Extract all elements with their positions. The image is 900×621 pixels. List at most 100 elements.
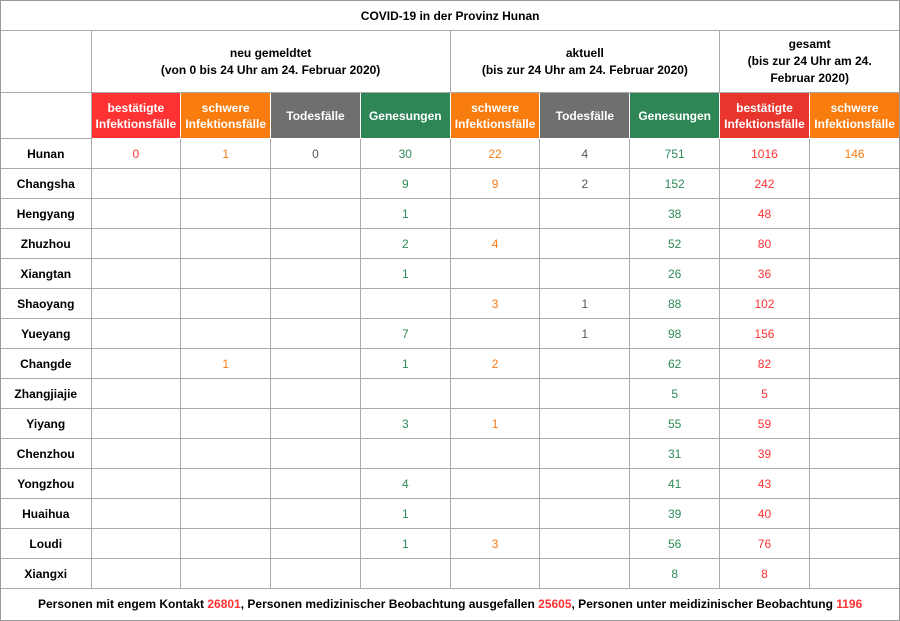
table-cell: 59: [719, 408, 810, 439]
table-cell: 0: [90, 138, 182, 169]
table-cell: 102: [719, 288, 810, 319]
region-name: Yueyang: [1, 318, 92, 349]
table-row: Zhuzhou 2 4 52 80: [1, 228, 899, 259]
table-cell: 2: [539, 168, 631, 199]
table-cell: 1: [359, 348, 451, 379]
region-name: Loudi: [1, 528, 92, 559]
table-cell: [808, 168, 899, 199]
region-name: Xiangxi: [1, 558, 92, 589]
footer-text: Personen mit engem Kontakt: [37, 597, 208, 611]
region-name: Changsha: [1, 168, 92, 199]
table-cell: 98: [629, 318, 721, 349]
table-cell: 3: [359, 408, 451, 439]
table-cell: 4: [359, 468, 451, 499]
table-cell: 5: [719, 378, 810, 409]
footer-summary: Personen mit engem Kontakt 26801 , Person…: [1, 588, 899, 619]
region-name: Huaihua: [1, 498, 92, 529]
table-cell: [539, 258, 631, 289]
table-cell: [270, 528, 361, 559]
table-cell: [808, 228, 899, 259]
table-row: Hunan 0 1 0 30 22 4 751 1016 146: [1, 138, 899, 169]
group-sub: (bis zur 24 Uhr am 24. Februar 2020): [747, 54, 872, 85]
region-name: Hengyang: [1, 198, 92, 229]
table-cell: [539, 498, 631, 529]
region-name: Shaoyang: [1, 288, 92, 319]
table-cell: 1: [449, 408, 541, 439]
region-name: Yiyang: [1, 408, 92, 439]
table-cell: 8: [629, 558, 721, 589]
region-name: Changde: [1, 348, 92, 379]
table-cell: 40: [719, 498, 810, 529]
table-cell: [359, 288, 451, 319]
region-name: Xiangtan: [1, 258, 92, 289]
table-cell: [539, 408, 631, 439]
region-name: Hunan: [1, 138, 92, 169]
table-cell: 31: [629, 438, 721, 469]
table-cell: 9: [449, 168, 541, 199]
group-label: gesamt: [788, 37, 831, 51]
table-cell: [808, 378, 899, 409]
table-cell: 8: [719, 558, 810, 589]
table-row: Huaihua 1 39 40: [1, 498, 899, 529]
column-header: schwere Infektionsfälle: [449, 92, 541, 139]
table-cell: [539, 558, 631, 589]
table-cell: 3: [449, 288, 541, 319]
table-cell: [180, 408, 272, 439]
table-cell: [270, 498, 361, 529]
table-cell: [270, 438, 361, 469]
table-cell: 0: [270, 138, 361, 169]
table-cell: [808, 288, 899, 319]
table-cell: 38: [629, 198, 721, 229]
table-cell: [359, 558, 451, 589]
table-cell: 4: [449, 228, 541, 259]
table-cell: [270, 168, 361, 199]
footer-text: , Personen unter meidizinischer Beobacht…: [571, 597, 837, 611]
close-contacts-value: 26801: [207, 597, 241, 611]
table-cell: [90, 198, 182, 229]
table-cell: [808, 198, 899, 229]
table-cell: [449, 468, 541, 499]
table-cell: [90, 378, 182, 409]
table-row: Loudi 1 3 56 76: [1, 528, 899, 559]
table-cell: 36: [719, 258, 810, 289]
table-cell: [90, 408, 182, 439]
table-cell: 52: [629, 228, 721, 259]
table-cell: 1: [359, 198, 451, 229]
table-cell: [808, 558, 899, 589]
group-sub: (von 0 bis 24 Uhr am 24. Februar 2020): [160, 62, 381, 77]
table-cell: 1: [180, 138, 272, 169]
table-cell: [359, 378, 451, 409]
table-cell: 2: [449, 348, 541, 379]
table-cell: [449, 378, 541, 409]
table-cell: [539, 528, 631, 559]
table-cell: [808, 318, 899, 349]
column-header: Todesfälle: [539, 92, 631, 139]
table-row: Shaoyang 3 1 88 102: [1, 288, 899, 319]
table-cell: [180, 228, 272, 259]
table-cell: [90, 528, 182, 559]
table-row: Changsha 9 9 2 152 242: [1, 168, 899, 199]
table-cell: [449, 498, 541, 529]
table-cell: [180, 498, 272, 529]
group-sub: (bis zur 24 Uhr am 24. Februar 2020): [481, 62, 688, 77]
table-cell: 1: [180, 348, 272, 379]
table-cell: [270, 258, 361, 289]
table-cell: 30: [359, 138, 451, 169]
group-header-total: gesamt (bis zur 24 Uhr am 24. Februar 202…: [719, 30, 899, 93]
table-cell: 76: [719, 528, 810, 559]
table-cell: 751: [629, 138, 721, 169]
table-cell: 62: [629, 348, 721, 379]
table-row: Yongzhou 4 41 43: [1, 468, 899, 499]
table-cell: 22: [449, 138, 541, 169]
table-cell: 156: [719, 318, 810, 349]
table-cell: 1: [359, 498, 451, 529]
table-cell: [90, 168, 182, 199]
table-cell: 5: [629, 378, 721, 409]
column-header: Todesfälle: [270, 92, 361, 139]
table-cell: [270, 228, 361, 259]
table-cell: [449, 318, 541, 349]
table-cell: [539, 228, 631, 259]
table-cell: 41: [629, 468, 721, 499]
region-name: Zhuzhou: [1, 228, 92, 259]
